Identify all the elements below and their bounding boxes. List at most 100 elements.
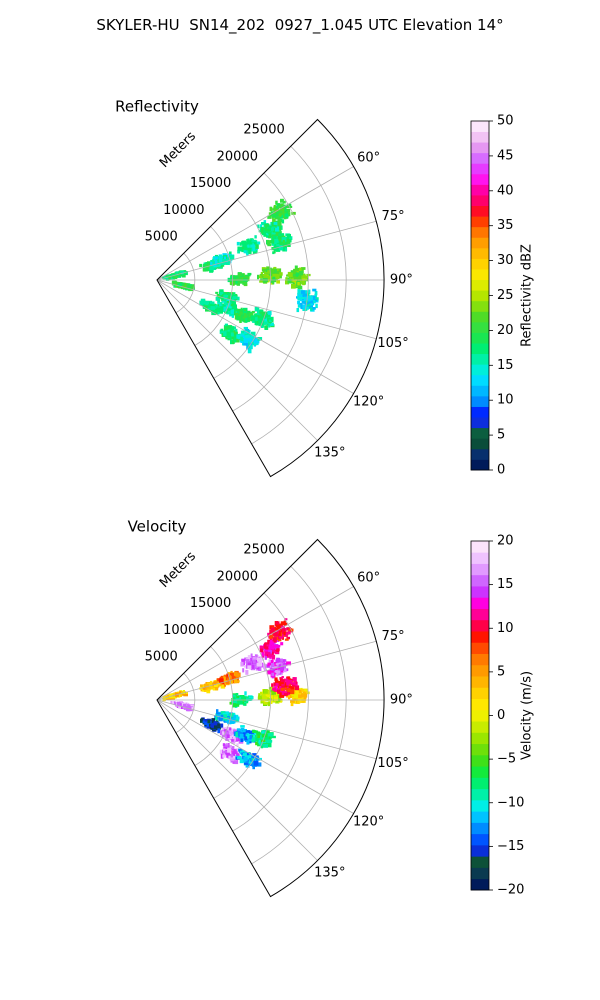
azimuth-tick-label: 135°	[314, 865, 345, 880]
colorbar-swatch	[471, 406, 489, 418]
echo-gate	[199, 300, 204, 306]
echo-gate	[245, 730, 250, 733]
colorbar-swatch	[471, 586, 489, 598]
echo-gate	[264, 325, 268, 329]
azimuth-gridline	[156, 279, 318, 441]
echo-gate	[273, 271, 277, 276]
echo-gate	[246, 740, 250, 745]
echo-gate	[262, 325, 265, 328]
echo-gate	[228, 675, 232, 679]
echo-gate	[234, 337, 238, 342]
colorbar-swatch	[471, 687, 489, 700]
echo-gate	[216, 726, 220, 730]
echo-gate	[300, 290, 306, 294]
echo-gate	[223, 308, 228, 312]
echo-gate	[271, 692, 276, 695]
echo-gate	[278, 623, 283, 629]
echo-gate	[279, 692, 285, 698]
echo-gate	[275, 200, 278, 205]
echo-gate	[240, 696, 246, 700]
echo-gate	[209, 726, 214, 730]
echo-gate	[257, 224, 260, 229]
echo-gate	[283, 215, 287, 220]
echo-gate	[282, 659, 286, 662]
echo-gate	[231, 326, 235, 330]
echo-gate	[234, 714, 239, 717]
echo-gate	[241, 753, 245, 756]
colorbar-swatch	[471, 237, 489, 249]
echo-gate	[272, 637, 277, 642]
echo-gate	[222, 754, 226, 758]
echo-gate	[171, 701, 175, 705]
colorbar-swatch	[471, 619, 489, 632]
echo-gate	[233, 696, 238, 701]
echo-gate	[270, 269, 275, 272]
echo-gate	[282, 628, 286, 632]
echo-gate	[284, 638, 289, 641]
azimuth-tick-label: 60°	[357, 150, 380, 165]
echo-gate	[232, 296, 237, 300]
echo-gate	[283, 620, 286, 624]
echo-gate	[247, 698, 252, 701]
colorbar-swatch	[471, 184, 489, 196]
echo-gate	[283, 678, 288, 682]
echo-gate	[204, 720, 207, 725]
echo-gate	[242, 242, 247, 245]
echo-gate	[277, 644, 281, 648]
echo-gate	[256, 657, 261, 662]
echo-gate	[236, 315, 241, 321]
colorbar-swatch	[471, 799, 489, 812]
echo-gate	[281, 676, 284, 679]
echo-gate	[241, 330, 245, 334]
echo-gate	[274, 677, 278, 682]
echo-gate	[235, 757, 238, 760]
echo-gate	[273, 632, 278, 637]
echo-gate	[264, 651, 267, 656]
echo-gate	[299, 271, 303, 276]
colorbar-tick-label: 0	[497, 463, 505, 478]
echo-gate	[236, 700, 239, 706]
echo-gate	[300, 688, 305, 692]
echo-gate	[252, 246, 256, 252]
colorbar-swatch	[471, 867, 489, 880]
echo-gate	[234, 759, 239, 765]
echo-gate	[225, 736, 230, 741]
echo-gate	[297, 292, 300, 296]
echo-gate	[203, 719, 208, 722]
echo-gate	[297, 296, 300, 300]
echo-gate	[259, 309, 264, 312]
echo-gate	[247, 655, 251, 660]
echo-gate	[182, 273, 186, 278]
echo-gate	[303, 274, 306, 278]
echo-gate	[285, 279, 290, 285]
echo-gate	[257, 275, 262, 279]
echo-gate	[296, 700, 300, 704]
echo-gate	[210, 306, 215, 310]
echo-gate	[211, 682, 216, 686]
echo-gate	[223, 305, 229, 309]
colorbar-tick-label: 15	[497, 577, 514, 592]
echo-gate	[259, 317, 264, 321]
colorbar-swatch	[471, 459, 489, 471]
echo-gate	[301, 267, 306, 270]
echo-gate	[293, 274, 298, 277]
echo-gate	[281, 209, 284, 214]
echo-gate	[229, 335, 234, 340]
echo-gate	[182, 703, 187, 708]
echo-gate	[286, 661, 291, 666]
echo-gate	[272, 654, 276, 660]
echo-gate	[231, 732, 236, 737]
colorbar-swatch	[471, 343, 489, 355]
echo-gate	[265, 313, 268, 318]
echo-gate	[267, 215, 272, 219]
echo-gate	[209, 265, 214, 271]
echo-gate	[234, 671, 238, 674]
colorbar-swatch	[471, 448, 489, 460]
echo-gate	[225, 326, 229, 330]
echo-gate	[276, 203, 281, 208]
echo-gate	[227, 325, 231, 328]
echo-gate	[232, 703, 237, 708]
echo-gate	[261, 231, 267, 236]
echo-gate	[252, 737, 257, 742]
echo-gate	[264, 696, 269, 701]
